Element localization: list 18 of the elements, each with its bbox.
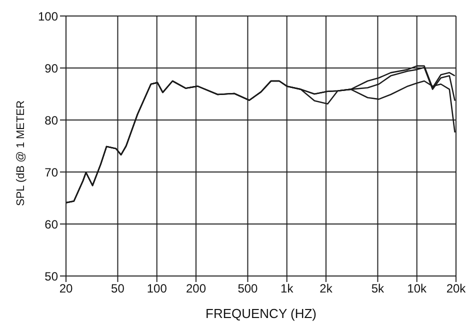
x-axis-title: FREQUENCY (HZ): [206, 306, 316, 321]
x-tick-label: 5k: [371, 282, 386, 296]
y-tick-label: 70: [44, 165, 58, 180]
x-tick-label: 10k: [407, 282, 428, 296]
y-tick-label: 60: [44, 217, 58, 232]
x-tick-label: 200: [186, 282, 206, 296]
y-tick-label: 50: [44, 269, 58, 284]
x-tick-label: 50: [111, 282, 125, 296]
x-tick-label: 2k: [320, 282, 334, 296]
y-axis-title: SPL (dB @ 1 METER: [14, 100, 27, 206]
x-tick-label: 20: [59, 282, 73, 296]
x-tick-label: 1k: [280, 282, 294, 296]
y-tick-label: 80: [44, 113, 58, 128]
y-tick-label: 90: [44, 61, 58, 76]
y-tick-label: 100: [38, 9, 58, 24]
x-tick-label: 500: [238, 282, 258, 296]
x-tick-label: 20k: [446, 282, 467, 296]
x-tick-label: 100: [146, 282, 168, 296]
